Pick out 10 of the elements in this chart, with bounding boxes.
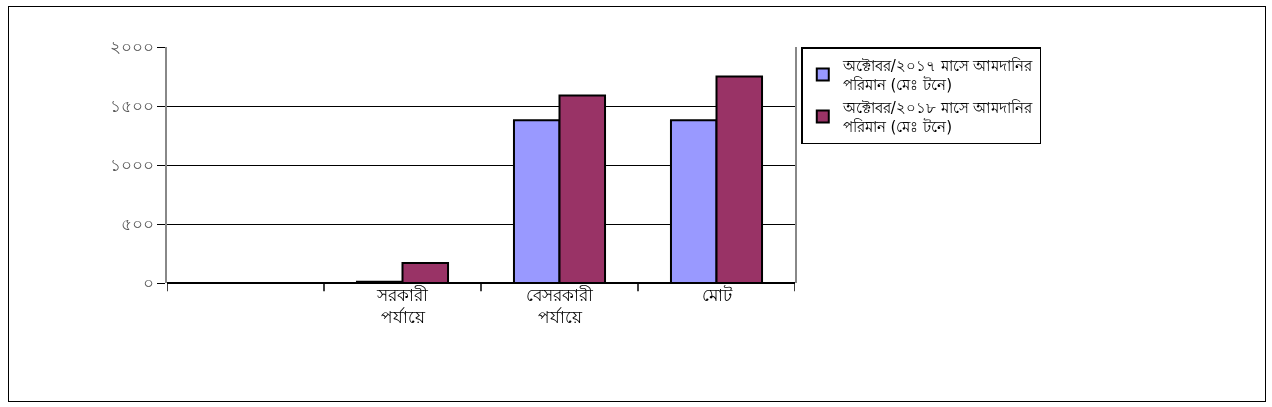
x-tick-label: বেসরকারী পর্যায়ে (526, 285, 594, 328)
x-tick-label: সরকারী পর্যায়ে (376, 285, 429, 328)
y-tick-label: ৫০০ (120, 213, 154, 234)
y-tick-label: ০ (142, 272, 154, 293)
y-tick-label: ১৫০০ (109, 95, 154, 116)
y-tick-label: ২০০০ (109, 36, 154, 57)
x-tick-label: মোট (701, 285, 733, 305)
y-tick-label: ১০০০ (109, 154, 154, 175)
legend-label: অক্টোবর/২০১৭ মাসে আমদানির পরিমান (মেঃ টনে) (841, 56, 1034, 95)
legend-label: অক্টোবর/২০১৮ মাসে আমদানির পরিমান (মেঃ টনে) (841, 98, 1034, 137)
